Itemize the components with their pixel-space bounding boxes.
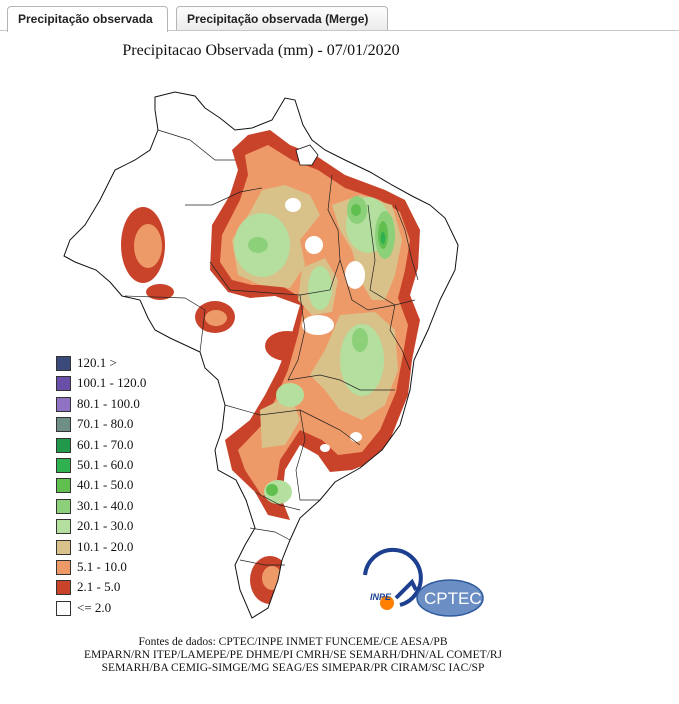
legend-item: 20.1 - 30.0 bbox=[56, 517, 206, 537]
legend-label: 10.1 - 20.0 bbox=[77, 538, 134, 554]
legend-label: 50.1 - 60.0 bbox=[77, 456, 134, 472]
legend-label: 2.1 - 5.0 bbox=[77, 579, 121, 595]
legend-swatch bbox=[56, 498, 71, 514]
tab-divider bbox=[0, 30, 679, 31]
legend-item: 80.1 - 100.0 bbox=[56, 395, 206, 415]
legend-swatch bbox=[56, 376, 71, 392]
legend-swatch bbox=[56, 539, 71, 555]
cptec-logo: CPTEC bbox=[416, 579, 484, 617]
legend-swatch bbox=[56, 396, 71, 412]
dry-areas bbox=[285, 198, 365, 452]
legend-item: 60.1 - 70.0 bbox=[56, 436, 206, 456]
legend-swatch bbox=[56, 457, 71, 473]
legend-swatch bbox=[56, 559, 71, 575]
legend-item: 100.1 - 120.0 bbox=[56, 374, 206, 394]
inpe-logo-text: INPE bbox=[370, 592, 392, 602]
legend-swatch bbox=[56, 580, 71, 596]
legend-item: 40.1 - 50.0 bbox=[56, 476, 206, 496]
legend-label: 70.1 - 80.0 bbox=[77, 416, 134, 432]
legend-swatch bbox=[56, 437, 71, 453]
legend-item: 120.1 > bbox=[56, 354, 206, 374]
legend-swatch bbox=[56, 478, 71, 494]
legend-label: <= 2.0 bbox=[77, 599, 112, 615]
legend-label: 80.1 - 100.0 bbox=[77, 395, 140, 411]
legend-swatch bbox=[56, 417, 71, 433]
sources-line-2: EMPARN/RN ITEP/LAMEPE/PE DHME/PI CMRH/SE… bbox=[84, 649, 502, 661]
legend-item: 70.1 - 80.0 bbox=[56, 415, 206, 435]
rain-50-60 bbox=[380, 232, 386, 244]
legend-item: 30.1 - 40.0 bbox=[56, 497, 206, 517]
legend-item: 5.1 - 10.0 bbox=[56, 558, 206, 578]
legend-label: 40.1 - 50.0 bbox=[77, 477, 134, 493]
legend-swatch bbox=[56, 356, 71, 371]
tab-precipitacao-observada[interactable]: Precipitação observada bbox=[7, 6, 168, 32]
legend-item: 50.1 - 60.0 bbox=[56, 456, 206, 476]
legend-label: 60.1 - 70.0 bbox=[77, 436, 134, 452]
legend-swatch bbox=[56, 519, 71, 535]
sources-line-1: Fontes de dados: CPTEC/INPE INMET FUNCEM… bbox=[138, 636, 448, 648]
inpe-logo: INPE bbox=[363, 547, 423, 610]
legend-label: 30.1 - 40.0 bbox=[77, 497, 134, 513]
legend-label: 20.1 - 30.0 bbox=[77, 518, 134, 534]
tab-bar: Precipitação observada Precipitação obse… bbox=[0, 0, 679, 32]
sources-line-3: SEMARH/BA CEMIG-SIMGE/MG SEAG/ES SIMEPAR… bbox=[101, 662, 485, 674]
map-title: Precipitacao Observada (mm) - 07/01/2020 bbox=[122, 42, 400, 59]
map-legend: 120.1 > 100.1 - 120.0 80.1 - 100.0 70.1 - 8… bbox=[56, 354, 206, 619]
tab-precipitacao-observada-merge[interactable]: Precipitação observada (Merge) bbox=[176, 6, 388, 30]
legend-label: 5.1 - 10.0 bbox=[77, 558, 127, 574]
cptec-logo-text: CPTEC bbox=[424, 589, 482, 608]
state-borders bbox=[124, 129, 419, 566]
legend-label: 100.1 - 120.0 bbox=[77, 375, 147, 391]
legend-swatch bbox=[56, 600, 71, 616]
legend-item: <= 2.0 bbox=[56, 599, 206, 619]
marajo-island bbox=[295, 144, 319, 166]
legend-item: 10.1 - 20.0 bbox=[56, 538, 206, 558]
data-sources: Fontes de dados: CPTEC/INPE INMET FUNCEM… bbox=[0, 636, 586, 675]
legend-item: 2.1 - 5.0 bbox=[56, 578, 206, 598]
legend-label: 120.1 > bbox=[77, 355, 117, 370]
